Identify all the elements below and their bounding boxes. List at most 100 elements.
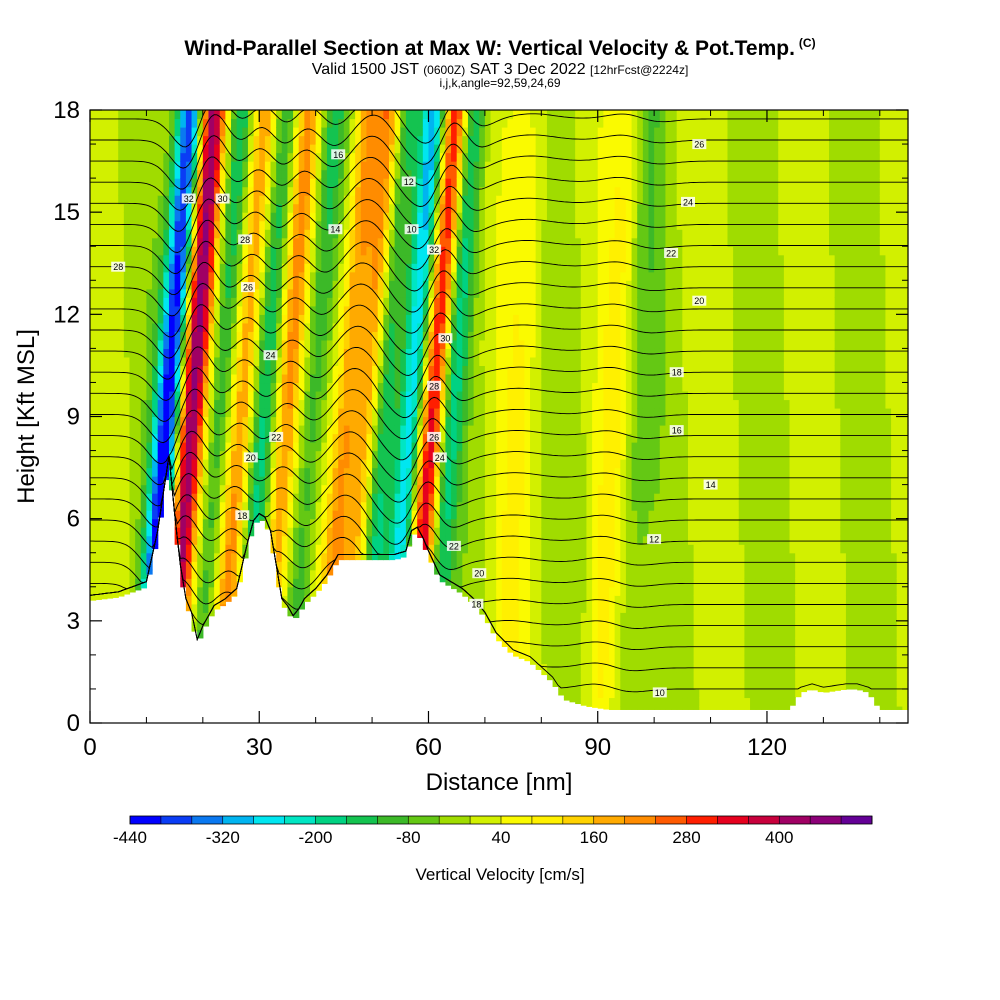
velocity-cell	[264, 314, 272, 324]
velocity-cell	[535, 280, 542, 290]
velocity-cell	[225, 305, 232, 315]
velocity-cell	[575, 254, 582, 264]
velocity-cell	[484, 390, 492, 401]
velocity-cell	[185, 203, 193, 213]
velocity-cell	[558, 348, 565, 358]
velocity-cell	[496, 450, 503, 460]
velocity-cell	[281, 322, 289, 332]
velocity-cell	[264, 144, 272, 154]
velocity-cell	[112, 416, 119, 426]
velocity-cell	[428, 220, 435, 230]
velocity-cell	[360, 510, 368, 520]
velocity-cell	[95, 365, 102, 375]
velocity-cell	[247, 356, 255, 367]
velocity-cell	[462, 544, 469, 554]
velocity-cell	[298, 535, 305, 545]
velocity-cell	[417, 433, 424, 443]
velocity-cell	[293, 569, 300, 579]
velocity-cell	[456, 220, 463, 230]
velocity-cell	[456, 356, 463, 367]
velocity-cell	[569, 110, 576, 120]
velocity-cell	[360, 356, 368, 367]
velocity-cell	[185, 314, 193, 324]
velocity-cell	[293, 152, 300, 162]
velocity-cell	[157, 493, 164, 503]
velocity-cell	[479, 144, 486, 154]
velocity-cell	[473, 322, 480, 332]
velocity-cell	[400, 339, 407, 349]
velocity-cell	[530, 612, 537, 622]
velocity-cell	[112, 484, 119, 494]
velocity-cell	[563, 680, 571, 690]
velocity-cell	[293, 229, 300, 239]
velocity-cell	[304, 578, 311, 588]
velocity-cell	[185, 348, 193, 358]
velocity-cell	[569, 569, 576, 579]
velocity-cell	[281, 348, 289, 358]
velocity-cell	[513, 484, 520, 494]
velocity-cell	[112, 118, 119, 128]
velocity-cell	[484, 586, 492, 596]
velocity-cell	[563, 152, 571, 162]
velocity-cell	[513, 390, 520, 401]
velocity-cell	[140, 493, 148, 503]
velocity-cell	[202, 561, 210, 571]
velocity-cell	[129, 476, 136, 486]
velocity-cell	[140, 288, 148, 298]
velocity-cell	[575, 467, 582, 477]
velocity-cell	[293, 407, 300, 418]
velocity-cell	[293, 527, 300, 537]
velocity-cell	[281, 263, 289, 273]
velocity-cell	[479, 365, 486, 375]
velocity-cell	[479, 305, 486, 315]
velocity-cell	[168, 144, 176, 154]
velocity-cell	[106, 544, 114, 554]
velocity-cell	[152, 169, 159, 179]
velocity-cell	[366, 356, 373, 367]
velocity-cell	[95, 186, 102, 196]
velocity-cell	[360, 144, 368, 154]
velocity-cell	[479, 612, 486, 615]
velocity-cell	[326, 263, 334, 273]
velocity-cell	[157, 390, 164, 401]
velocity-cell	[360, 322, 368, 332]
velocity-cell	[304, 561, 311, 571]
velocity-cell	[225, 476, 232, 486]
velocity-cell	[569, 195, 576, 205]
velocity-cell	[462, 246, 469, 256]
velocity-cell	[326, 561, 334, 571]
velocity-cell	[135, 373, 142, 384]
velocity-cell	[473, 339, 480, 349]
velocity-cell	[180, 442, 187, 452]
velocity-cell	[372, 399, 379, 409]
velocity-cell	[163, 459, 170, 469]
velocity-cell	[310, 246, 317, 256]
velocity-cell	[383, 407, 390, 418]
velocity-cell	[558, 297, 565, 307]
velocity-cell	[575, 493, 582, 503]
velocity-cell	[411, 518, 418, 528]
velocity-cell	[214, 527, 221, 537]
velocity-cell	[524, 476, 531, 486]
velocity-cell	[174, 416, 181, 426]
velocity-cell	[304, 237, 311, 247]
velocity-cell	[467, 212, 475, 222]
velocity-cell	[219, 254, 226, 264]
velocity-cell	[293, 144, 300, 154]
velocity-cell	[332, 407, 339, 418]
velocity-cell	[264, 484, 272, 494]
velocity-cell	[439, 339, 447, 349]
velocity-cell	[259, 314, 266, 324]
velocity-cell	[270, 152, 277, 162]
velocity-cell	[558, 110, 565, 120]
velocity-cell	[152, 339, 159, 349]
velocity-cell	[428, 390, 435, 401]
velocity-cell	[575, 646, 582, 656]
velocity-cell	[264, 425, 272, 435]
velocity-cell	[355, 195, 362, 205]
velocity-cell	[445, 288, 452, 298]
velocity-cell	[208, 237, 215, 247]
velocity-cell	[349, 433, 356, 443]
velocity-cell	[310, 535, 317, 545]
velocity-cell	[287, 348, 294, 358]
